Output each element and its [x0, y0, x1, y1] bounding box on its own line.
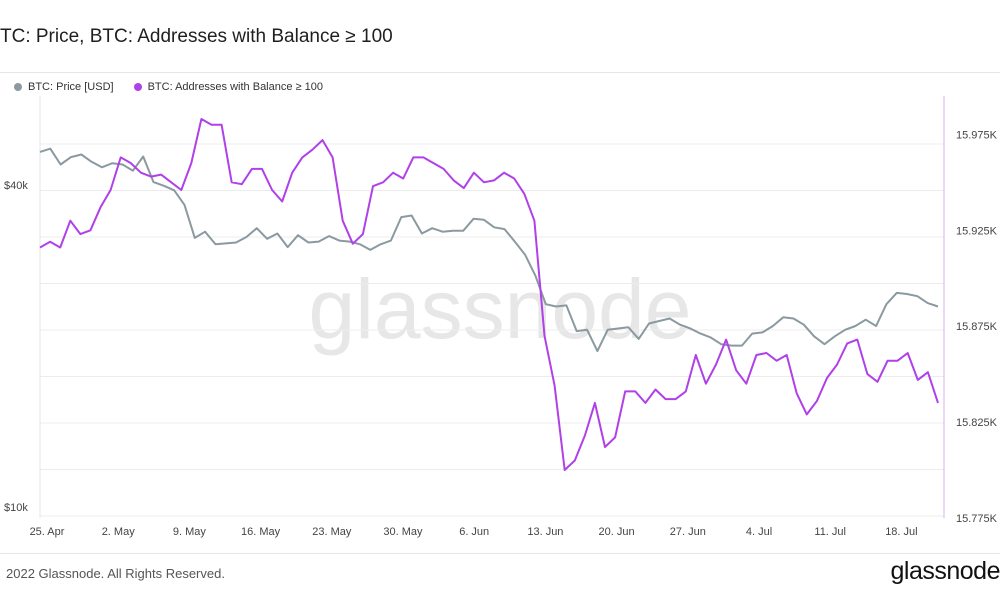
y-right-tick-label: 15.775K — [956, 513, 998, 525]
x-tick-label: 25. Apr — [30, 526, 65, 538]
legend-item-price[interactable]: BTC: Price [USD] — [14, 81, 114, 93]
legend-addresses-dot-icon — [133, 83, 142, 91]
x-tick-label: 23. May — [312, 526, 352, 538]
x-tick-label: 16. May — [241, 526, 281, 538]
footer-divider — [0, 553, 1000, 554]
y-right-tick-label: 15.875K — [956, 321, 998, 333]
watermark: glassnode — [309, 262, 692, 356]
x-tick-label: 18. Jul — [885, 526, 917, 538]
y-left-tick-label: $40k — [4, 180, 28, 192]
legend-price-label: BTC: Price [USD] — [28, 81, 114, 93]
y-right-tick-label: 15.925K — [956, 225, 998, 237]
y-left-tick-label: $10k — [4, 502, 28, 514]
x-tick-label: 2. May — [102, 526, 136, 538]
x-tick-label: 27. Jun — [670, 526, 706, 538]
y-right-tick-label: 15.975K — [956, 129, 998, 141]
x-tick-label: 11. Jul — [814, 526, 846, 538]
copyright-text: 2022 Glassnode. All Rights Reserved. — [6, 566, 225, 581]
y-right-tick-label: 15.825K — [956, 417, 998, 429]
x-tick-label: 20. Jun — [599, 526, 635, 538]
series-line-addresses[interactable] — [39, 118, 939, 471]
x-tick-label: 4. Jul — [746, 526, 772, 538]
header-divider — [0, 72, 1000, 73]
x-tick-label: 30. May — [383, 526, 423, 538]
x-tick-label: 9. May — [173, 526, 207, 538]
legend-addresses-label: BTC: Addresses with Balance ≥ 100 — [147, 81, 323, 93]
legend-item-addresses[interactable]: BTC: Addresses with Balance ≥ 100 — [133, 81, 323, 93]
chart-legend: BTC: Price [USD] BTC: Addresses with Bal… — [14, 81, 323, 93]
x-tick-label: 13. Jun — [527, 526, 563, 538]
legend-price-dot-icon — [14, 83, 22, 91]
series-line-price[interactable] — [39, 147, 939, 353]
glassnode-logo: glassnode — [890, 557, 1000, 585]
chart-title: TC: Price, BTC: Addresses with Balance ≥… — [0, 26, 393, 47]
x-tick-label: 6. Jun — [459, 526, 489, 538]
